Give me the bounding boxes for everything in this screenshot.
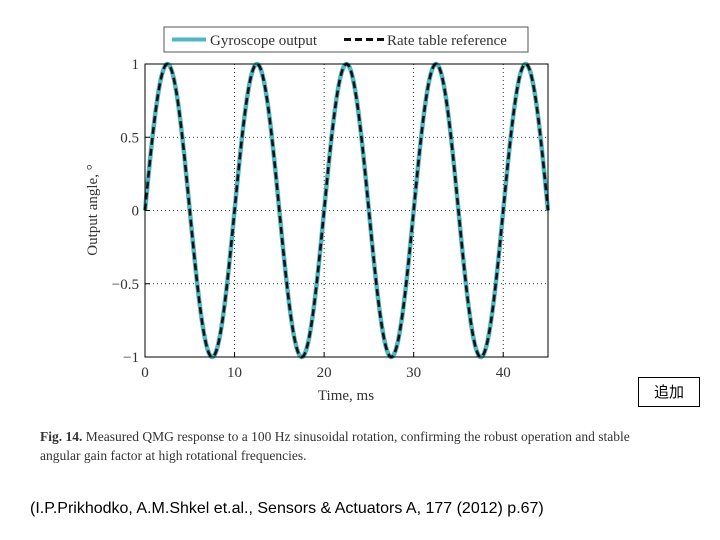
- y-ticks: 1 0.5 0 −0.5 −1: [112, 57, 150, 366]
- annotation-tag: 追加: [638, 377, 700, 407]
- grid: [145, 64, 548, 357]
- x-tick-label: 30: [406, 365, 421, 381]
- figure-caption: Fig. 14. Measured QMG response to a 100 …: [40, 427, 640, 465]
- chart: 0 10 20 30 40 1 0.5 0 −0.5 −1 Time, ms Output an…: [85, 26, 551, 404]
- figure-caption-text: Measured QMG response to a 100 Hz sinuso…: [40, 429, 630, 463]
- y-tick-label: 0.5: [120, 130, 139, 146]
- x-tick-label: 10: [227, 365, 242, 381]
- x-tick-label: 0: [141, 365, 149, 381]
- figure-label: Fig. 14.: [40, 429, 83, 444]
- legend-label-rate-table-reference: Rate table reference: [387, 33, 507, 49]
- y-tick-label: 0: [132, 204, 140, 220]
- y-tick-label: 1: [132, 57, 140, 73]
- legend-label-gyroscope-output: Gyroscope output: [210, 33, 318, 49]
- citation: (I.P.Prikhodko, A.M.Shkel et.al., Sensor…: [30, 500, 544, 517]
- x-axis-label: Time, ms: [318, 388, 374, 404]
- y-axis-label: Output angle, °: [85, 164, 101, 255]
- x-tick-label: 40: [496, 365, 511, 381]
- x-ticks: 0 10 20 30 40: [141, 352, 511, 381]
- y-tick-label: −1: [123, 350, 139, 366]
- y-tick-label: −0.5: [112, 277, 139, 293]
- x-tick-label: 20: [317, 365, 332, 381]
- legend: Gyroscope output Rate table reference: [163, 26, 529, 53]
